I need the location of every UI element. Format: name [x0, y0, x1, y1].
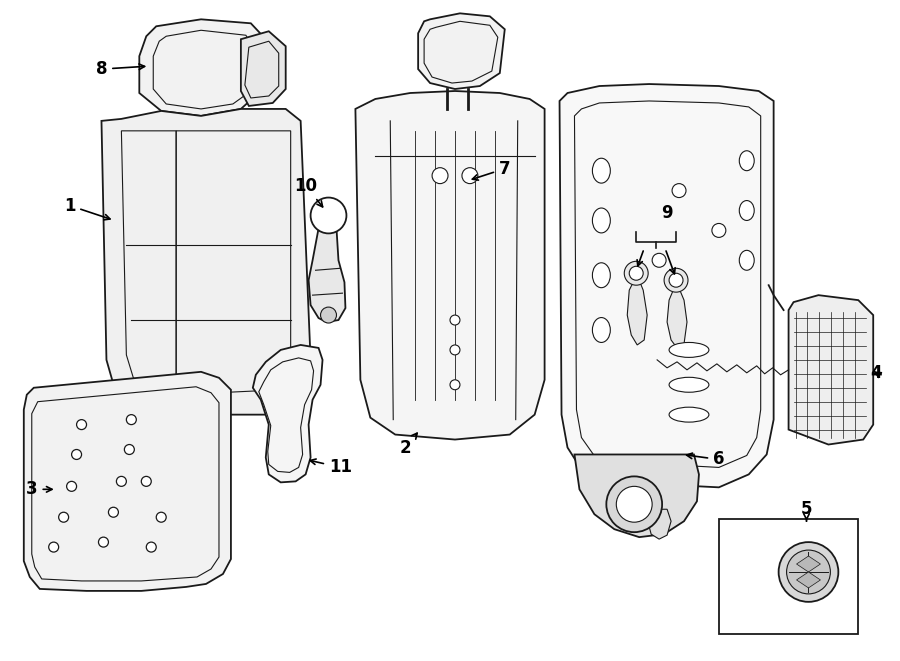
Circle shape — [98, 537, 108, 547]
Circle shape — [652, 253, 666, 267]
Polygon shape — [796, 572, 821, 588]
Polygon shape — [574, 455, 699, 537]
Circle shape — [320, 307, 337, 323]
Circle shape — [664, 268, 688, 292]
Circle shape — [672, 184, 686, 198]
Polygon shape — [788, 295, 873, 444]
Polygon shape — [418, 13, 505, 89]
Text: 7: 7 — [472, 160, 510, 180]
Text: 10: 10 — [294, 176, 322, 207]
Circle shape — [778, 542, 839, 602]
Circle shape — [126, 414, 136, 424]
Circle shape — [462, 168, 478, 184]
Text: 1: 1 — [64, 196, 110, 220]
Text: 3: 3 — [26, 481, 52, 498]
Ellipse shape — [739, 200, 754, 221]
Ellipse shape — [669, 377, 709, 392]
Polygon shape — [667, 288, 687, 348]
Circle shape — [450, 380, 460, 390]
Circle shape — [310, 198, 346, 233]
Bar — [719, 519, 859, 634]
Circle shape — [629, 266, 643, 280]
Circle shape — [49, 542, 58, 552]
Text: 4: 4 — [870, 364, 882, 382]
Polygon shape — [309, 229, 346, 322]
Polygon shape — [356, 91, 544, 440]
Ellipse shape — [739, 151, 754, 171]
Ellipse shape — [739, 251, 754, 270]
Text: 6: 6 — [687, 450, 725, 469]
Polygon shape — [23, 372, 231, 591]
Circle shape — [607, 477, 662, 532]
Polygon shape — [102, 109, 310, 414]
Circle shape — [669, 273, 683, 287]
Circle shape — [141, 477, 151, 486]
Text: 5: 5 — [801, 500, 812, 521]
Circle shape — [625, 261, 648, 285]
Ellipse shape — [592, 317, 610, 342]
Polygon shape — [253, 345, 322, 483]
Ellipse shape — [592, 208, 610, 233]
Circle shape — [157, 512, 166, 522]
Circle shape — [108, 507, 119, 517]
Circle shape — [116, 477, 126, 486]
Circle shape — [712, 223, 725, 237]
Ellipse shape — [592, 158, 610, 183]
Polygon shape — [560, 84, 774, 487]
Polygon shape — [241, 31, 285, 106]
Text: 11: 11 — [310, 459, 352, 477]
Circle shape — [787, 550, 831, 594]
Polygon shape — [627, 280, 647, 345]
Circle shape — [72, 449, 82, 459]
Ellipse shape — [669, 407, 709, 422]
Text: 9: 9 — [662, 204, 673, 223]
Text: 2: 2 — [400, 433, 418, 457]
Polygon shape — [140, 19, 266, 116]
Polygon shape — [647, 509, 671, 539]
Ellipse shape — [669, 342, 709, 358]
Ellipse shape — [592, 263, 610, 288]
Circle shape — [67, 481, 76, 491]
Circle shape — [450, 315, 460, 325]
Circle shape — [616, 486, 652, 522]
Circle shape — [124, 444, 134, 455]
Circle shape — [58, 512, 68, 522]
Circle shape — [450, 345, 460, 355]
Circle shape — [432, 168, 448, 184]
Circle shape — [147, 542, 157, 552]
Polygon shape — [796, 556, 821, 572]
Text: 8: 8 — [95, 60, 145, 78]
Circle shape — [76, 420, 86, 430]
